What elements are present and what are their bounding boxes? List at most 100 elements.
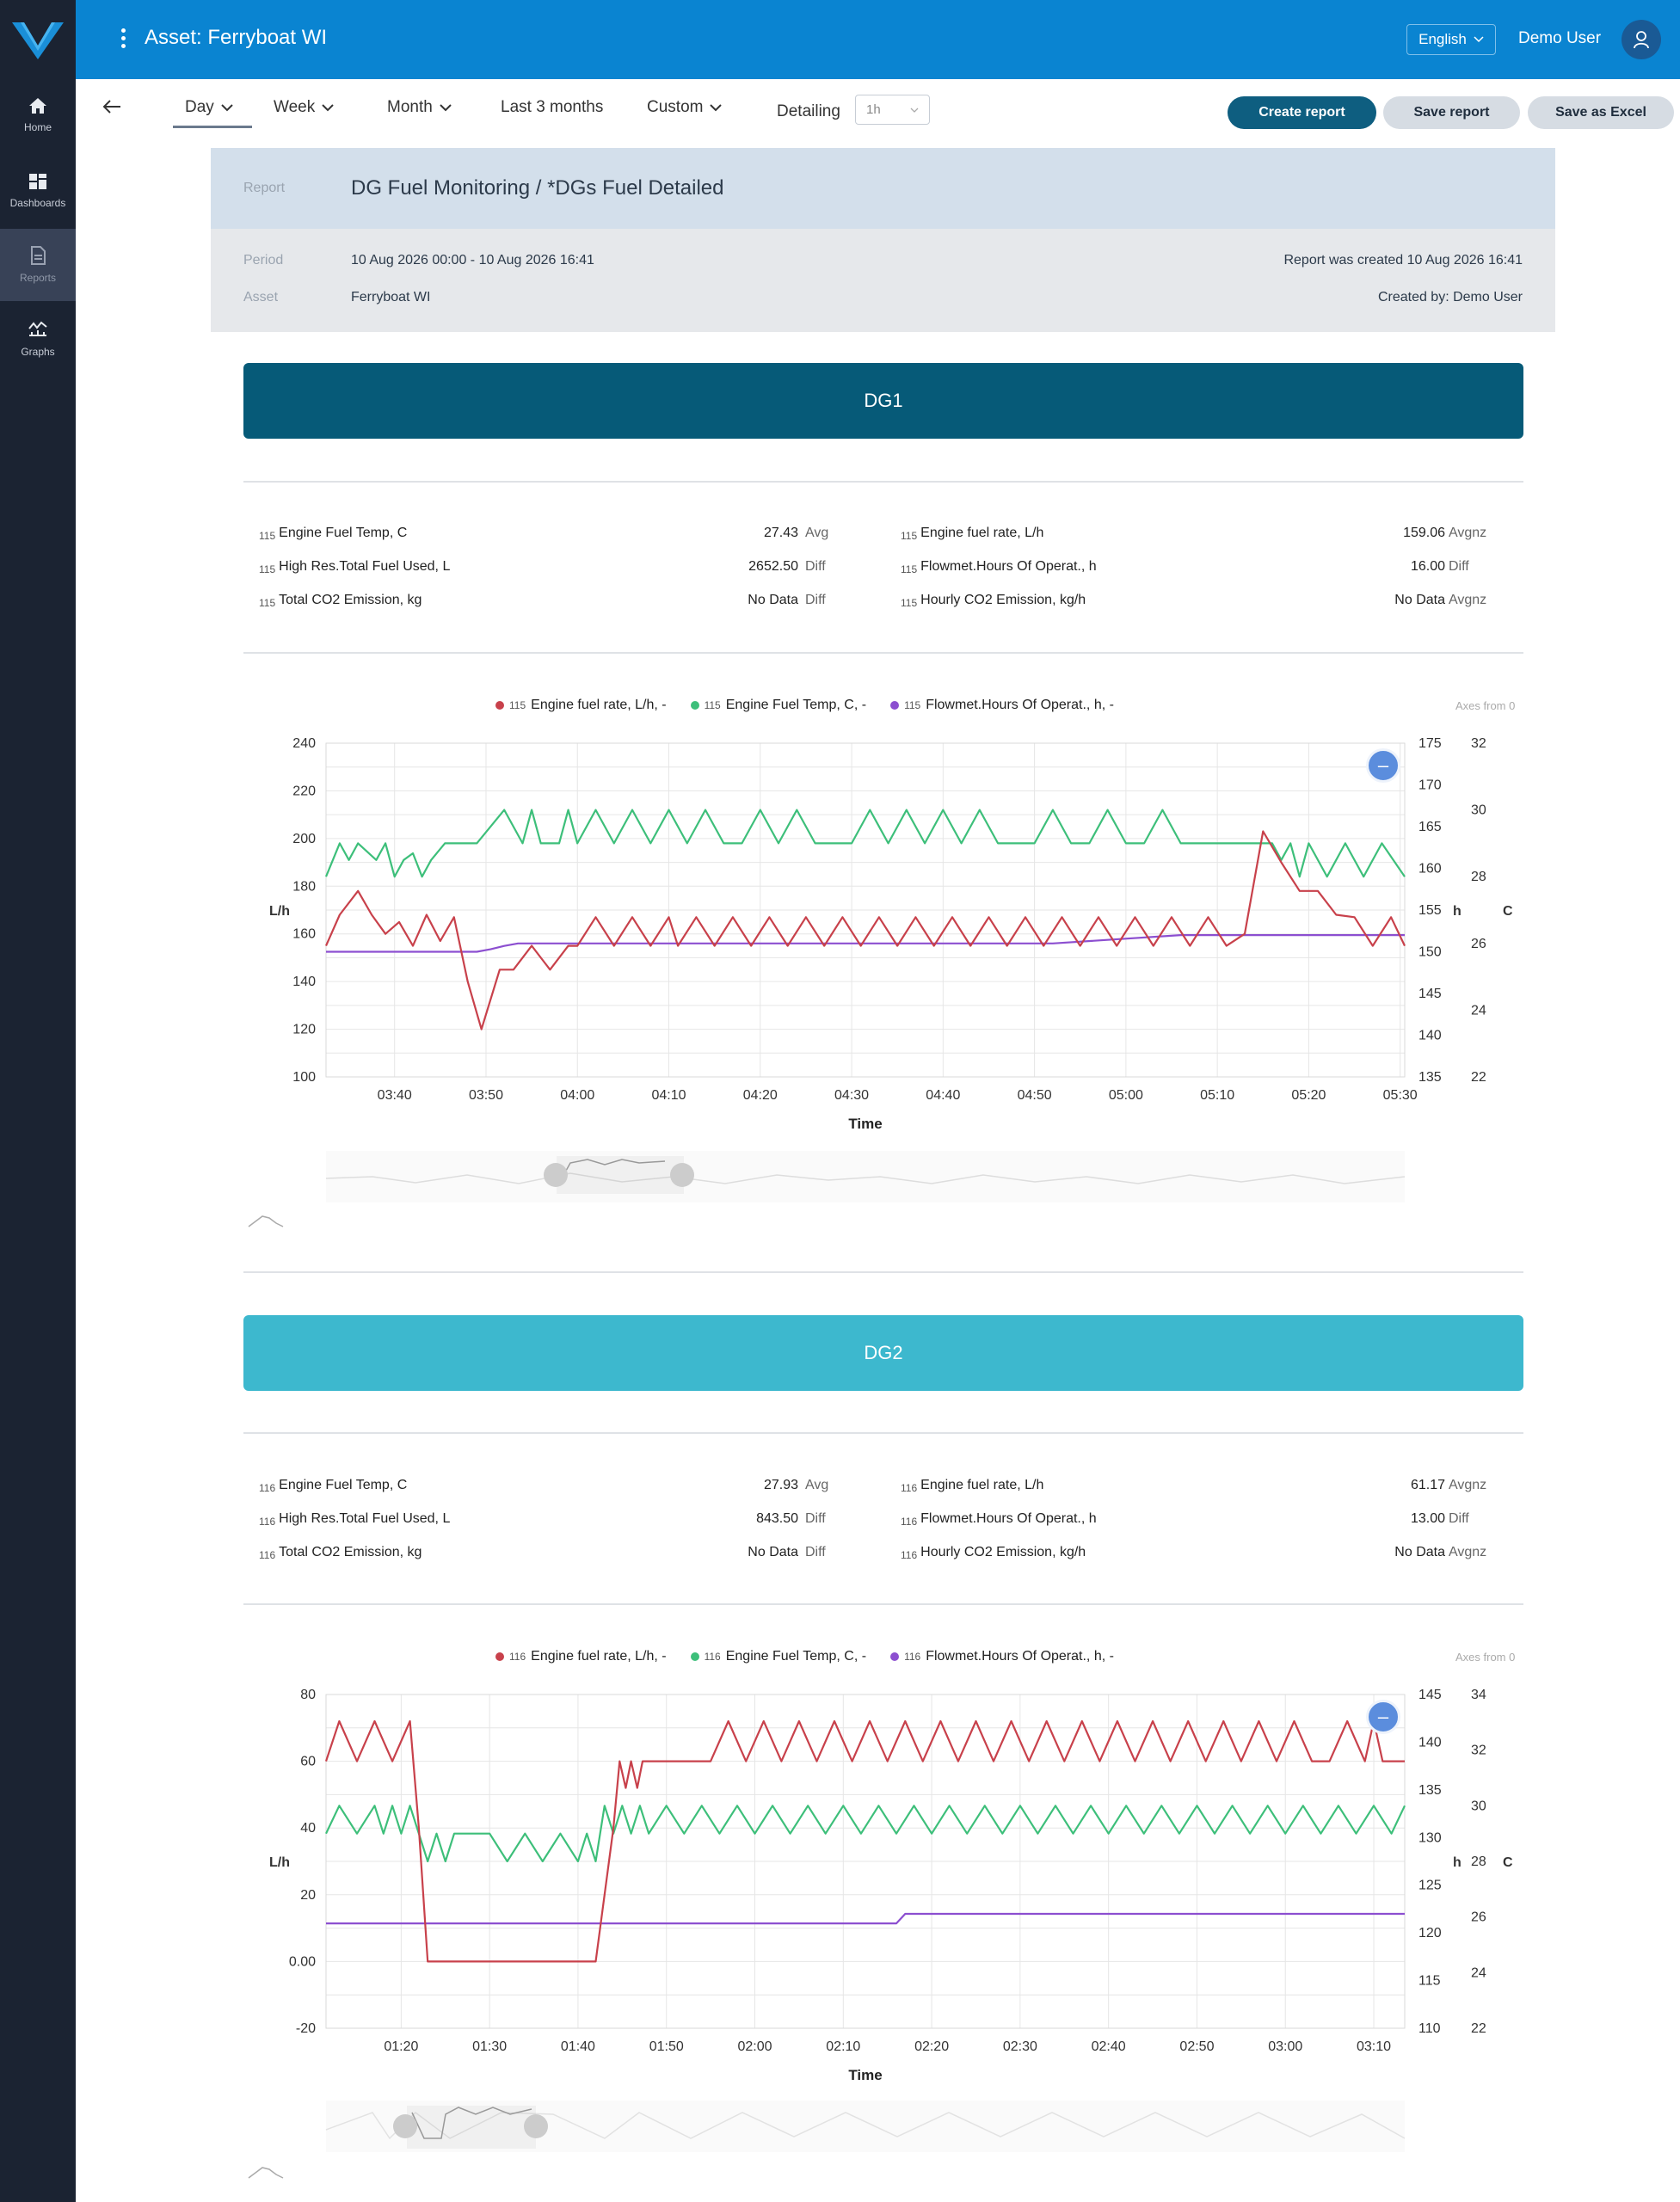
- metric-id: 116: [901, 1482, 918, 1494]
- legend-dot: [890, 1652, 900, 1661]
- create-report-button[interactable]: Create report: [1228, 96, 1376, 129]
- y2-tick-label: 170: [1418, 778, 1442, 793]
- metric-name: High Res.Total Fuel Used, L: [279, 559, 451, 574]
- metric-id: 115: [259, 597, 276, 609]
- x-tick-label: 04:20: [743, 1088, 778, 1103]
- section-banner-dg2[interactable]: DG2: [243, 1315, 1523, 1391]
- metric-value: 2652.50: [748, 559, 798, 574]
- y3-tick-label: 32: [1471, 1744, 1486, 1758]
- metric-name: Engine fuel rate, L/h: [920, 526, 1044, 540]
- divider: [243, 481, 1523, 483]
- y2-tick-label: 135: [1418, 1070, 1442, 1085]
- detailing-label: Detailing: [777, 102, 840, 120]
- chart-navigator-dg1[interactable]: [243, 1144, 1523, 1230]
- x-tick-label: 02:00: [737, 2039, 772, 2054]
- metric-agg: Diff: [1449, 1511, 1469, 1526]
- tab-month[interactable]: Month: [387, 98, 452, 117]
- language-select[interactable]: English: [1406, 24, 1496, 55]
- asset-value: Ferryboat WI: [351, 290, 431, 304]
- sidebar-item-label: Dashboards: [9, 197, 66, 209]
- sidebar-item-reports[interactable]: Reports: [0, 229, 76, 301]
- y2-tick-label: 145: [1418, 1688, 1442, 1702]
- tab-custom[interactable]: Custom: [647, 98, 723, 117]
- chart-dg2: 01:20 01:30 01:40 01:50 02:00 02:10 02:20 02:30…: [269, 1688, 1513, 2083]
- y2-tick-label: 155: [1418, 903, 1442, 918]
- x-tick-label: 05:10: [1200, 1088, 1234, 1103]
- metric-value: 159.06: [1403, 526, 1445, 540]
- y3-tick-label: 24: [1471, 1003, 1486, 1018]
- kebab-menu-icon[interactable]: [117, 26, 129, 55]
- navigator-handle-left[interactable]: [544, 1163, 568, 1187]
- user-name[interactable]: Demo User: [1518, 29, 1602, 47]
- metric-agg: Diff: [805, 1511, 826, 1526]
- sidebar-item-dashboards[interactable]: Dashboards: [0, 155, 76, 227]
- y3-tick-label: 30: [1471, 1799, 1486, 1813]
- sidebar-item-graphs[interactable]: Graphs: [0, 303, 76, 375]
- axes-from-zero-toggle[interactable]: Axes from 0: [1455, 699, 1516, 712]
- zoom-reset-button[interactable]: –: [1366, 748, 1400, 783]
- sidebar-item-home[interactable]: Home: [0, 79, 76, 151]
- user-avatar[interactable]: [1622, 20, 1661, 59]
- save-excel-button[interactable]: Save as Excel: [1528, 96, 1674, 129]
- chart-legend: 115 Engine fuel rate, L/h, - 115 Engine Fu…: [495, 698, 1114, 713]
- navigator-handle-left[interactable]: [393, 2114, 417, 2138]
- metric-agg: Diff: [805, 593, 826, 607]
- legend-item-fuel-temp[interactable]: 115 Engine Fuel Temp, C, -: [690, 698, 866, 713]
- navigator-mini-icon: [248, 2167, 284, 2179]
- app-logo[interactable]: [0, 0, 76, 79]
- metric-name: Hourly CO2 Emission, kg/h: [920, 1545, 1086, 1559]
- y-tick-label: 40: [300, 1821, 316, 1836]
- legend-item-fuel-rate[interactable]: 115 Engine fuel rate, L/h, -: [495, 698, 667, 713]
- metric-value: 27.93: [763, 1478, 798, 1492]
- metric-agg: Avg: [805, 1478, 829, 1492]
- chart-navigator-dg2[interactable]: [243, 2095, 1523, 2181]
- metric-value: No Data: [748, 593, 798, 607]
- language-value: English: [1418, 31, 1467, 47]
- save-report-button[interactable]: Save report: [1383, 96, 1520, 129]
- report-meta: Period 10 Aug 2026 00:00 - 10 Aug 2026 1…: [211, 229, 1555, 332]
- legend-item-fuel-temp[interactable]: 116 Engine Fuel Temp, C, -: [690, 1649, 867, 1664]
- tab-label: Day: [185, 98, 214, 116]
- metric-agg: Avgnz: [1449, 1545, 1487, 1559]
- y2-axis-label: h: [1453, 1855, 1462, 1870]
- y2-tick-label: 140: [1418, 1029, 1442, 1043]
- legend-id: 116: [704, 1651, 721, 1663]
- y-tick-label: 140: [292, 975, 316, 989]
- x-tick-label: 04:30: [834, 1088, 869, 1103]
- x-tick-label: 01:50: [649, 2039, 684, 2054]
- y2-tick-label: 140: [1418, 1735, 1442, 1750]
- legend-item-hours[interactable]: 116 Flowmet.Hours Of Operat., h, -: [890, 1649, 1114, 1664]
- tab-week[interactable]: Week: [274, 98, 334, 117]
- back-button[interactable]: [102, 98, 122, 120]
- tab-last-3-months[interactable]: Last 3 months: [501, 98, 603, 117]
- metric-label: 116 High Res.Total Fuel Used, L: [259, 1511, 450, 1528]
- axes-from-zero-toggle[interactable]: Axes from 0: [1455, 1651, 1516, 1664]
- home-icon: [29, 98, 46, 114]
- navigator-handle-right[interactable]: [524, 2114, 548, 2138]
- y3-tick-label: 32: [1471, 736, 1486, 751]
- metric-name: High Res.Total Fuel Used, L: [279, 1511, 451, 1526]
- series-line: [326, 1912, 1405, 1925]
- y-tick-label: 60: [300, 1755, 316, 1769]
- metric-name: Hourly CO2 Emission, kg/h: [920, 593, 1086, 607]
- metric-agg: Diff: [1449, 559, 1469, 574]
- y2-tick-label: 145: [1418, 987, 1442, 1001]
- plot-frame: [325, 742, 1406, 1078]
- legend-id: 115: [509, 699, 526, 711]
- y-axis-label: L/h: [269, 1855, 290, 1870]
- metric-label: 116 Total CO2 Emission, kg: [259, 1545, 422, 1561]
- graphs-icon: [28, 321, 47, 336]
- legend-label: Engine Fuel Temp, C, -: [725, 1649, 867, 1664]
- detailing-select[interactable]: 1h: [855, 95, 930, 125]
- y2-axis-label: h: [1453, 904, 1462, 919]
- metric-value: 13.00: [1410, 1511, 1445, 1526]
- series-line: [324, 830, 1406, 1030]
- navigator-handle-right[interactable]: [670, 1163, 694, 1187]
- section-banner-dg1[interactable]: DG1: [243, 363, 1523, 439]
- metric-name: Total CO2 Emission, kg: [279, 593, 422, 607]
- legend-item-hours[interactable]: 115 Flowmet.Hours Of Operat., h, -: [890, 698, 1114, 713]
- legend-item-fuel-rate[interactable]: 116 Engine fuel rate, L/h, -: [495, 1649, 667, 1664]
- tab-day[interactable]: Day: [173, 98, 252, 128]
- logo-icon: [12, 22, 64, 59]
- zoom-reset-button[interactable]: –: [1366, 1700, 1400, 1734]
